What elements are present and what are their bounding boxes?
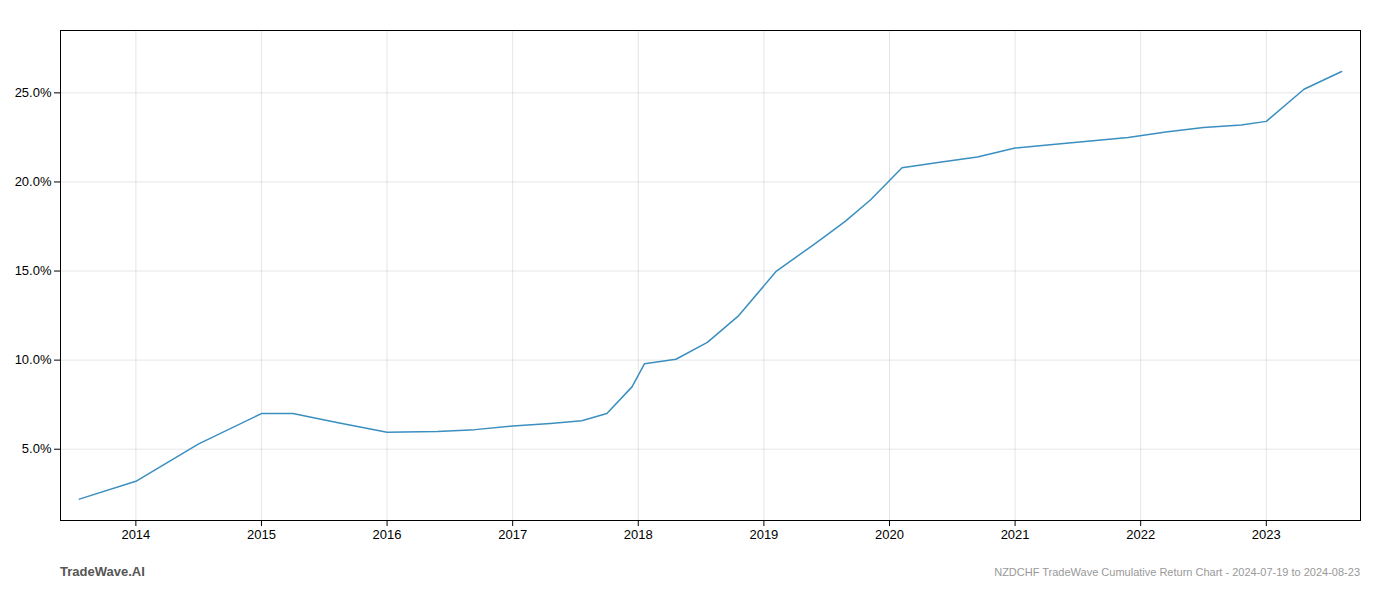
svg-text:2016: 2016	[373, 527, 402, 542]
svg-text:10.0%: 10.0%	[15, 352, 52, 367]
svg-text:2020: 2020	[875, 527, 904, 542]
svg-text:2022: 2022	[1126, 527, 1155, 542]
svg-text:2014: 2014	[121, 527, 150, 542]
svg-text:2019: 2019	[749, 527, 778, 542]
svg-text:25.0%: 25.0%	[15, 85, 52, 100]
html-text:NZDCHF TradeWave Cumulative Re: NZDCHF TradeWave Cumulative Return Chart…	[994, 566, 1360, 578]
html-text:TradeWave.AI: TradeWave.AI	[60, 564, 145, 579]
svg-text:2017: 2017	[498, 527, 527, 542]
svg-text:2021: 2021	[1001, 527, 1030, 542]
svg-text:5.0%: 5.0%	[22, 441, 52, 456]
svg-text:2023: 2023	[1252, 527, 1281, 542]
svg-text:20.0%: 20.0%	[15, 174, 52, 189]
svg-text:2015: 2015	[247, 527, 276, 542]
svg-text:2018: 2018	[624, 527, 653, 542]
svg-text:15.0%: 15.0%	[15, 263, 52, 278]
